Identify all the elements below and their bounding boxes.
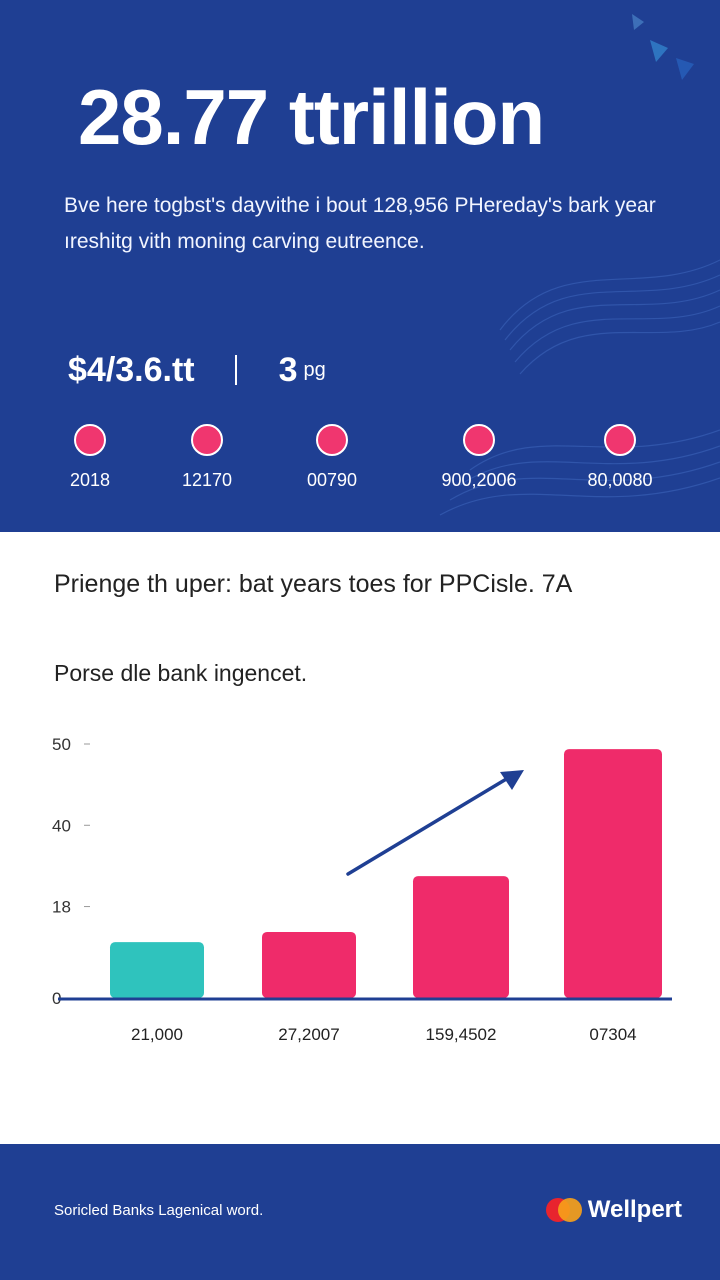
y-tick-label: 0 (52, 989, 61, 1008)
chart-subheading: Porse dle bank ingencet. (54, 660, 308, 686)
bar (110, 942, 204, 998)
footer-note: Soricled Banks Lagenical word. (54, 1202, 264, 1219)
timeline-dot-icon (604, 424, 636, 456)
timeline-label: 80,0080 (587, 470, 653, 490)
timeline-label: 12170 (181, 470, 233, 490)
brand-logo: Wellpert (545, 1196, 682, 1224)
x-tick-label: 07304 (589, 1025, 636, 1044)
stat-divider (234, 355, 237, 385)
timeline-dot-icon (74, 424, 106, 456)
y-tick-label: 40 (52, 816, 71, 835)
bar-chart: 0 18 40 50 21,000 27,2007 159,4502 07304 (52, 735, 672, 1044)
hero-description: Bve here togbst's dayvithe i bout 128,95… (64, 194, 656, 253)
x-tick-label: 159,4502 (426, 1025, 497, 1044)
timeline-item: 00790 (272, 424, 392, 491)
timeline-item: 2018 (30, 424, 150, 491)
timeline-label: 2018 (69, 470, 111, 490)
bar (413, 876, 509, 998)
headline-value: 28.77 ttrillion (78, 73, 545, 161)
trend-arrow-line (346, 776, 510, 876)
secondary-stat-value: 3 (278, 350, 298, 389)
timeline-item: 12170 (147, 424, 267, 491)
timeline-label: 00790 (306, 470, 358, 490)
timeline-dot-icon (316, 424, 348, 456)
secondary-stat-unit: pg (303, 358, 326, 381)
timeline-label: 900,2006 (441, 470, 517, 490)
hero-banner: 28.77 ttrillion Bve here togbst's dayvit… (0, 0, 720, 532)
timeline-dot-icon (463, 424, 495, 456)
decorative-wave-graphic (439, 14, 720, 516)
brand-name: Wellpert (587, 1196, 682, 1223)
y-tick-label: 50 (52, 735, 71, 754)
timeline-dot-icon (191, 424, 223, 456)
y-tick-label: 18 (52, 898, 71, 917)
x-tick-label: 27,2007 (278, 1025, 339, 1044)
chart-heading: Prienge th uper: bat years toes for PPCi… (54, 570, 573, 598)
stats-row: $4/3.6.tt 3 pg (68, 348, 326, 392)
primary-stat: $4/3.6.tt (68, 350, 195, 389)
bar (262, 931, 356, 998)
bar (564, 749, 662, 998)
x-tick-label: 21,000 (131, 1025, 183, 1044)
footer: Soricled Banks Lagenical word. Wellpert (0, 1144, 720, 1280)
timeline-item: 80,0080 (560, 424, 680, 491)
trend-arrow-head-icon (500, 770, 524, 790)
overlapping-circles-logo-icon (545, 1198, 582, 1222)
timeline-item: 900,2006 (419, 424, 539, 491)
